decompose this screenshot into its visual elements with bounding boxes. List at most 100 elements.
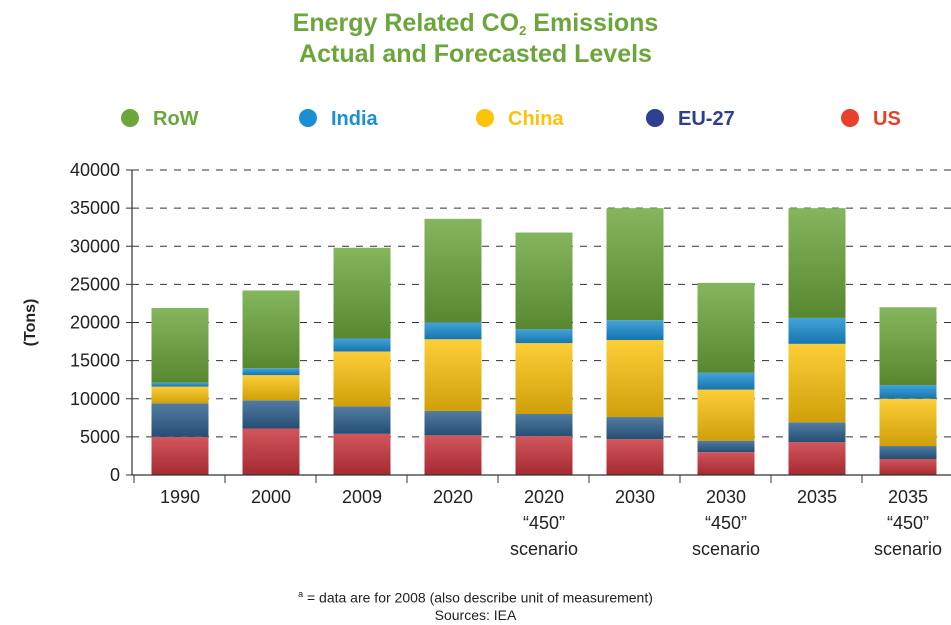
bar-india-4 <box>424 322 482 340</box>
legend-label-china: China <box>508 108 564 130</box>
legend-label-eu-27: EU-27 <box>678 108 735 130</box>
x-tick-label-line: “450” <box>887 513 929 533</box>
y-tick-label-15000: 15000 <box>70 351 120 371</box>
x-tick-label-4: 2020 <box>433 487 473 507</box>
title-co-text: Energy Related CO <box>292 9 520 37</box>
bar-eu-27-1 <box>151 403 209 437</box>
bar-eu-27-8 <box>788 422 846 443</box>
bar-stack-6 <box>606 208 664 475</box>
bar-row-1 <box>151 308 209 383</box>
bar-us-6 <box>606 439 664 475</box>
bar-us-2 <box>242 428 300 475</box>
bar-eu-27-4 <box>424 410 482 436</box>
x-tick-label-line: “450” <box>705 513 747 533</box>
legend-item-india: India <box>299 108 379 130</box>
bar-india-7 <box>697 372 755 390</box>
bar-stack-4 <box>424 218 482 475</box>
legend-marker-us <box>841 109 859 127</box>
legend-label-india: India <box>331 108 379 130</box>
bar-row-7 <box>697 282 755 373</box>
bar-stack-2 <box>242 290 300 475</box>
bar-china-7 <box>697 389 755 441</box>
bar-eu-27-3 <box>333 406 391 434</box>
y-tick-label-20000: 20000 <box>70 313 120 333</box>
x-tick-label-5: 2020 “450” scenario <box>510 487 578 559</box>
bar-us-7 <box>697 452 755 475</box>
x-tick-label-7: 2030 “450” scenario <box>692 487 760 559</box>
x-tick-label-3: 2009 <box>342 487 382 507</box>
bar-china-4 <box>424 339 482 411</box>
x-tick-label-line: 2020 <box>433 487 473 507</box>
bar-china-1 <box>151 386 209 404</box>
bar-china-8 <box>788 343 846 423</box>
x-tick-label-line: scenario <box>510 539 578 559</box>
bar-india-6 <box>606 320 664 341</box>
x-tick-label-6: 2030 <box>615 487 655 507</box>
bar-india-2 <box>242 368 300 376</box>
y-tick-label-5000: 5000 <box>80 427 120 447</box>
x-tick-label-line: 2000 <box>251 487 291 507</box>
bar-us-8 <box>788 442 846 475</box>
bar-eu-27-7 <box>697 440 755 453</box>
bar-us-5 <box>515 436 573 475</box>
x-tick-label-line: scenario <box>692 539 760 559</box>
legend-label-row: RoW <box>153 108 199 130</box>
chart-title-line1: Energy Related CO2 Emissions <box>0 8 951 39</box>
x-tick-label-line: 2035 <box>797 487 837 507</box>
y-tick-label-30000: 30000 <box>70 236 120 256</box>
bar-india-9 <box>879 385 937 399</box>
x-tick-label-line: 2035 <box>888 487 928 507</box>
bar-india-3 <box>333 338 391 352</box>
bar-us-3 <box>333 433 391 475</box>
bar-us-1 <box>151 436 209 475</box>
bar-eu-27-6 <box>606 417 664 440</box>
bar-row-6 <box>606 208 664 321</box>
x-tick-label-2: 2000 <box>251 487 291 507</box>
bar-china-3 <box>333 351 391 407</box>
bar-eu-27-2 <box>242 400 300 429</box>
bar-eu-27-9 <box>879 446 937 459</box>
footnote: a = data are for 2008 (also describe uni… <box>0 586 951 624</box>
bars-group <box>151 208 937 475</box>
bar-india-8 <box>788 317 846 344</box>
bar-china-5 <box>515 343 573 414</box>
y-tick-label-25000: 25000 <box>70 274 120 294</box>
legend-item-row: RoW <box>121 108 199 130</box>
bar-row-5 <box>515 232 573 330</box>
bar-us-4 <box>424 435 482 475</box>
bar-stack-1 <box>151 308 209 475</box>
legend-marker-row <box>121 109 139 127</box>
x-tick-label-line: 1990 <box>160 487 200 507</box>
bar-stack-5 <box>515 232 573 475</box>
x-tick-label-1: 1990 <box>160 487 200 507</box>
bar-row-3 <box>333 247 391 339</box>
bar-stack-9 <box>879 307 937 475</box>
legend-item-china: China <box>476 108 564 130</box>
bar-eu-27-5 <box>515 414 573 437</box>
y-tick-label-0: 0 <box>110 465 120 485</box>
footnote-text: = data are for 2008 (also describe unit … <box>303 589 653 606</box>
y-axis-label: (Tons) <box>22 299 39 347</box>
bar-row-4 <box>424 218 482 323</box>
bar-china-9 <box>879 398 937 447</box>
chart-title: Energy Related CO2 Emissions Actual and … <box>0 8 951 70</box>
x-tick-label-line: “450” <box>523 513 565 533</box>
bar-india-1 <box>151 382 209 387</box>
legend-item-eu-27: EU-27 <box>646 108 735 130</box>
chart-title-line2: Actual and Forecasted Levels <box>299 40 652 68</box>
bar-china-2 <box>242 375 300 401</box>
x-tick-label-line: 2030 <box>706 487 746 507</box>
footnote-marker: a <box>298 589 304 599</box>
bar-stack-8 <box>788 208 846 475</box>
legend-marker-china <box>476 109 494 127</box>
x-tick-label-line: scenario <box>874 539 942 559</box>
legend-label-us: US <box>873 108 901 130</box>
x-tick-label-line: 2030 <box>615 487 655 507</box>
x-tick-label-9: 2035 “450” scenario <box>874 487 942 559</box>
bar-row-9 <box>879 307 937 386</box>
axes-group: 0 5000 10000 15000 20000 25000 30000 35000 40000… <box>70 160 951 559</box>
legend-marker-eu-27 <box>646 109 664 127</box>
x-tick-label-line: 2009 <box>342 487 382 507</box>
bar-china-6 <box>606 340 664 418</box>
